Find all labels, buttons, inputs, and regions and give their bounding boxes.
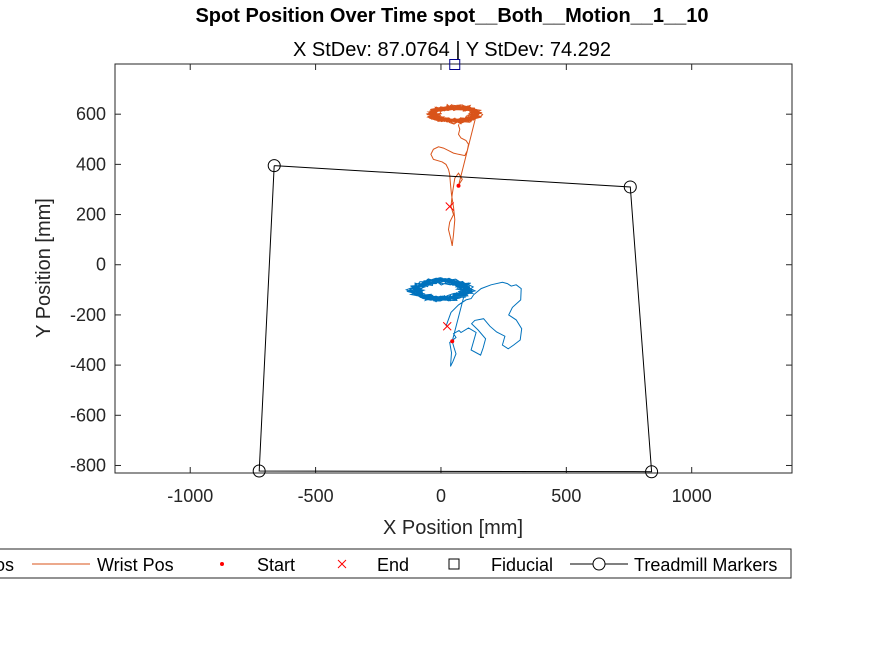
y-tick-label: -600 <box>70 405 106 425</box>
chart-subtitle: X StDev: 87.0764 | Y StDev: 74.292 <box>293 39 611 61</box>
x-tick-label: 500 <box>551 486 581 506</box>
treadmill-marker <box>623 180 637 194</box>
legend-box <box>0 548 792 579</box>
wrist-end-marker <box>445 202 455 211</box>
y-tick-label: -400 <box>70 355 106 375</box>
x-tick-label: 1000 <box>672 486 712 506</box>
wrist-start-marker <box>456 183 461 188</box>
legend-dot-sample <box>220 562 224 566</box>
treadmill-markers-line <box>258 165 653 473</box>
x-axis-ticks: -1000 -500 0 500 1000 <box>167 64 712 506</box>
legend-label: Treadmill Markers <box>634 555 777 575</box>
fiducial-marker <box>449 59 461 71</box>
wrist-pos-line <box>425 103 484 246</box>
chart-title: Spot Position Over Time spot__Both__Moti… <box>195 5 708 27</box>
y-axis-ticks: -800 -600 -400 -200 0 200 400 600 <box>70 104 792 475</box>
ankle-pos-line <box>405 277 523 367</box>
treadmill-marker <box>252 464 266 478</box>
x-tick-label: 0 <box>436 486 446 506</box>
plot-content <box>252 59 659 479</box>
x-tick-label: -500 <box>298 486 334 506</box>
y-tick-label: 200 <box>76 205 106 225</box>
y-tick-label: 0 <box>96 255 106 275</box>
legend-label: Fiducial <box>491 555 553 575</box>
legend-label: Start <box>257 555 295 575</box>
ankle-end-marker <box>442 321 452 331</box>
legend-label: End <box>377 555 409 575</box>
legend-label: os <box>0 555 14 575</box>
ankle-start-marker <box>450 339 455 344</box>
plot-area <box>114 63 793 474</box>
y-tick-label: -800 <box>70 455 106 475</box>
treadmill-marker <box>267 159 281 173</box>
legend-x-sample <box>337 559 347 569</box>
y-axis-label: Y Position [mm] <box>33 198 55 338</box>
legend-circle-sample <box>592 557 606 571</box>
x-axis-label: X Position [mm] <box>383 517 523 539</box>
legend: os Wrist Pos Start End Fiducial Treadmill Mar… <box>0 548 792 579</box>
y-tick-label: 400 <box>76 154 106 174</box>
x-tick-label: -1000 <box>167 486 213 506</box>
legend-square-sample <box>448 558 460 570</box>
treadmill-marker <box>645 465 659 479</box>
y-tick-label: -200 <box>70 305 106 325</box>
y-tick-label: 600 <box>76 104 106 124</box>
legend-label: Wrist Pos <box>97 555 174 575</box>
